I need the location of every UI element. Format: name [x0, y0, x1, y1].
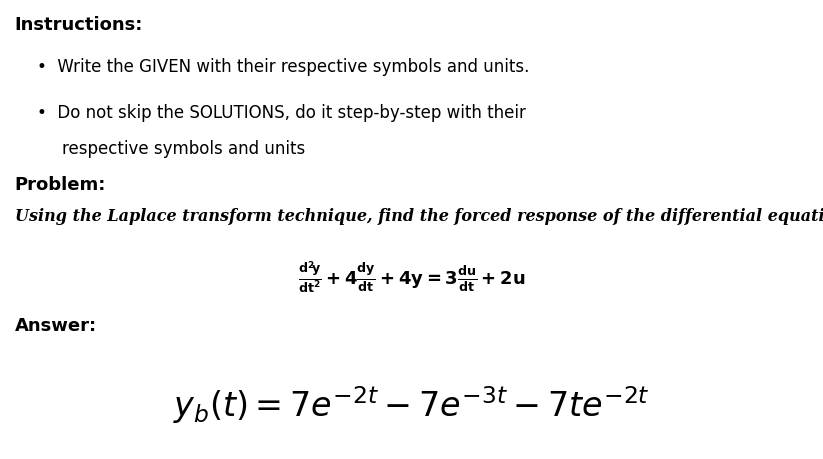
Text: •  Do not skip the SOLUTIONS, do it step-by-step with their: • Do not skip the SOLUTIONS, do it step-… [37, 103, 526, 121]
Text: $\mathbf{\frac{d^2\!y}{dt^2} + 4\frac{dy}{dt} + 4y = 3\frac{du}{dt} + 2u}$: $\mathbf{\frac{d^2\!y}{dt^2} + 4\frac{dy… [298, 259, 525, 296]
Text: Instructions:: Instructions: [15, 16, 143, 34]
Text: Answer:: Answer: [15, 317, 97, 335]
Text: •  Write the GIVEN with their respective symbols and units.: • Write the GIVEN with their respective … [37, 57, 529, 75]
Text: $\mathit{y_b(t) = 7e^{-2t} - 7e^{-3t} - 7te^{-2t}}$: $\mathit{y_b(t) = 7e^{-2t} - 7e^{-3t} - … [173, 383, 650, 425]
Text: Problem:: Problem: [15, 175, 106, 193]
Text: Using the Laplace transform technique, find the forced response of the different: Using the Laplace transform technique, f… [15, 207, 823, 224]
Text: respective symbols and units: respective symbols and units [62, 140, 305, 158]
